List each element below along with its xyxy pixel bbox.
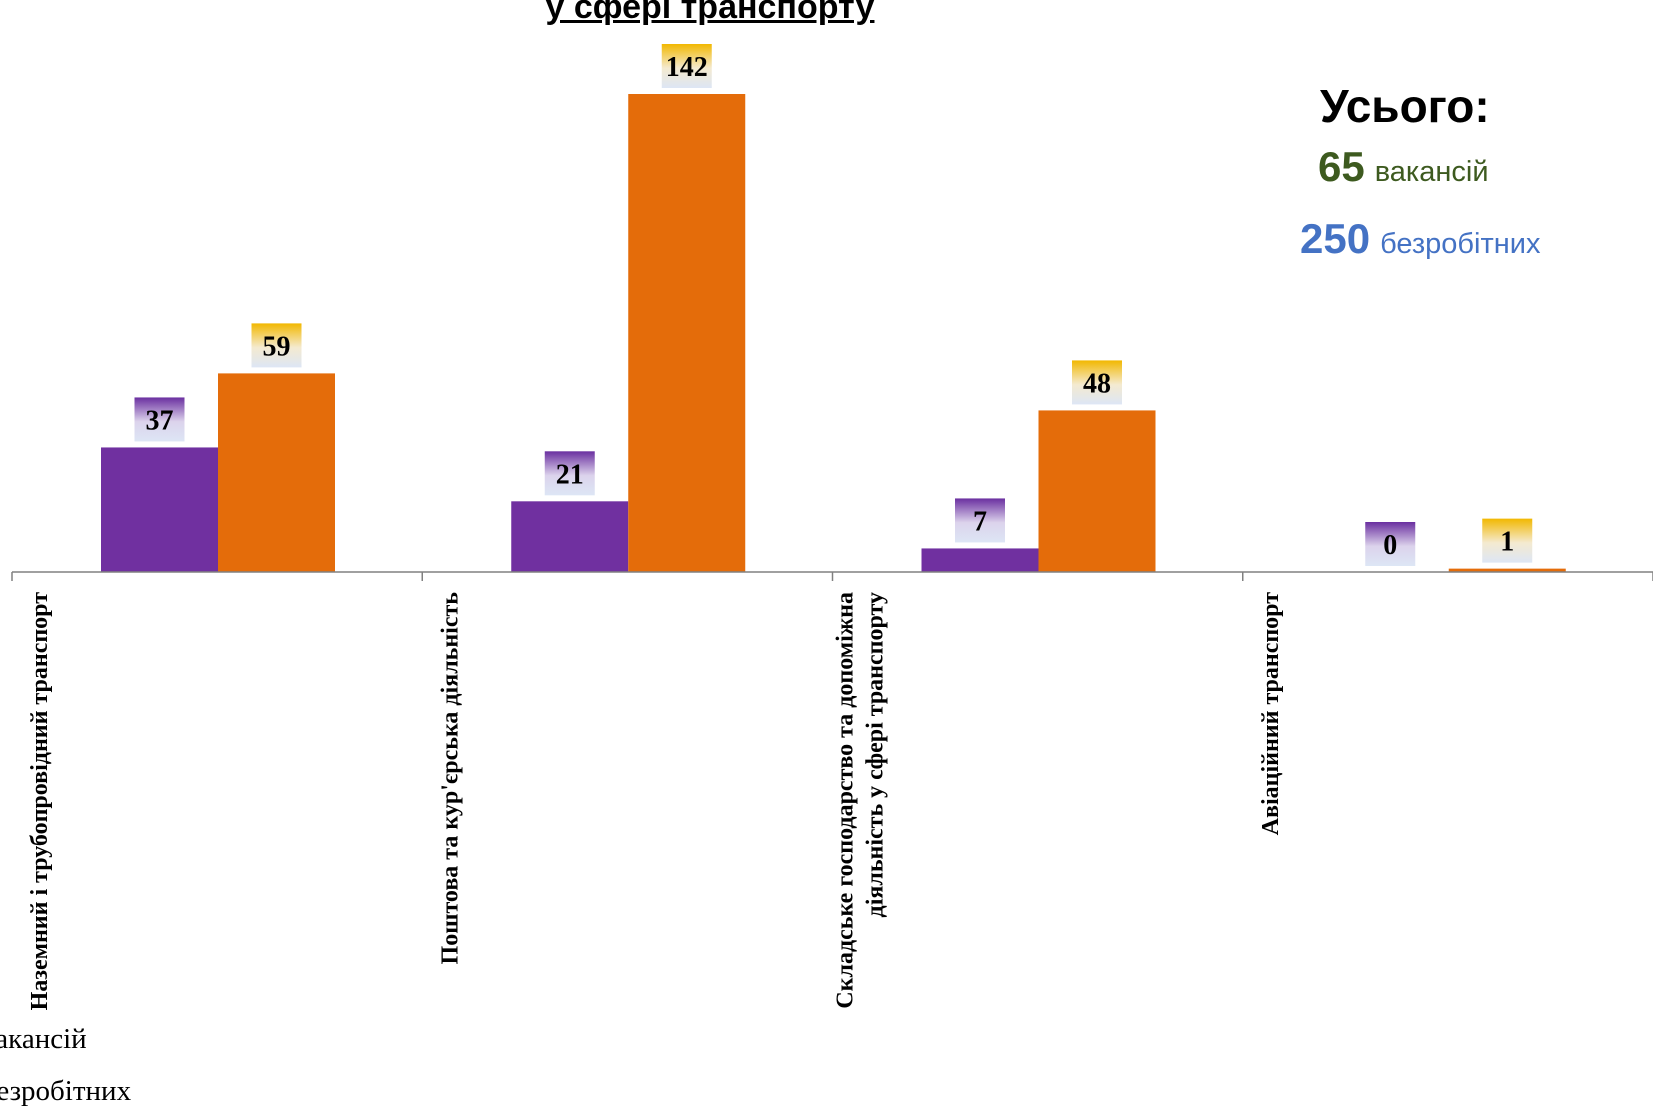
data-label-box-1-1 [661, 44, 712, 88]
category-label-3-0: Авіаційний транспорт [1258, 592, 1284, 836]
data-label-0-1: 21 [556, 459, 584, 490]
data-label-box-1-3 [1482, 518, 1533, 563]
data-label-box-1-2 [1072, 360, 1122, 405]
data-label-1-2: 48 [1083, 368, 1111, 399]
summary-vacancies-count: 65 [1318, 143, 1365, 190]
category-label-0-0: Наземний і трубопровідний транспорт [27, 592, 53, 1011]
bar-0-1 [511, 501, 629, 572]
bar-1-2 [1038, 410, 1156, 572]
data-label-box-0-3 [1365, 522, 1416, 566]
data-label-0-2: 7 [973, 506, 987, 537]
summary-unemployed-label: безробітних [1380, 228, 1541, 260]
data-label-1-0: 59 [263, 331, 291, 362]
bar-0-0 [101, 447, 218, 572]
summary-unemployed-count: 250 [1300, 215, 1371, 262]
summary-title: Усього: [1320, 80, 1490, 132]
data-label-0-3: 0 [1383, 530, 1397, 561]
bar-0-2 [921, 548, 1039, 572]
summary-box: Усього: 65 вакансій 250 безробітних [1260, 76, 1640, 280]
summary-vacancies: 65 вакансій [1318, 136, 1640, 208]
category-label-1-0: Поштова та кур'єрська діяльність [437, 592, 463, 965]
legend-label-1: безробітних [0, 1075, 132, 1107]
data-label-box-0-0 [134, 397, 185, 442]
chart-title: у сфері транспорту [545, 0, 875, 26]
legend-label-0: вакансій [0, 1023, 87, 1055]
bar-1-1 [628, 94, 746, 572]
data-label-box-1-0 [251, 323, 302, 368]
data-label-1-3: 1 [1500, 527, 1514, 558]
category-label-2-0: Складське господарство та допоміжна [833, 592, 859, 1009]
bar-1-3 [1448, 568, 1566, 572]
bar-1-0 [218, 373, 335, 572]
data-label-box-0-1 [544, 451, 595, 496]
summary-unemployed: 250 безробітних [1300, 208, 1640, 280]
data-label-0-0: 37 [146, 405, 174, 436]
summary-vacancies-label: вакансій [1374, 156, 1489, 188]
data-label-1-1: 142 [666, 52, 708, 83]
category-label-2-1: діяльність у сфері транспорту [863, 592, 889, 917]
data-label-box-0-2 [955, 498, 1005, 543]
